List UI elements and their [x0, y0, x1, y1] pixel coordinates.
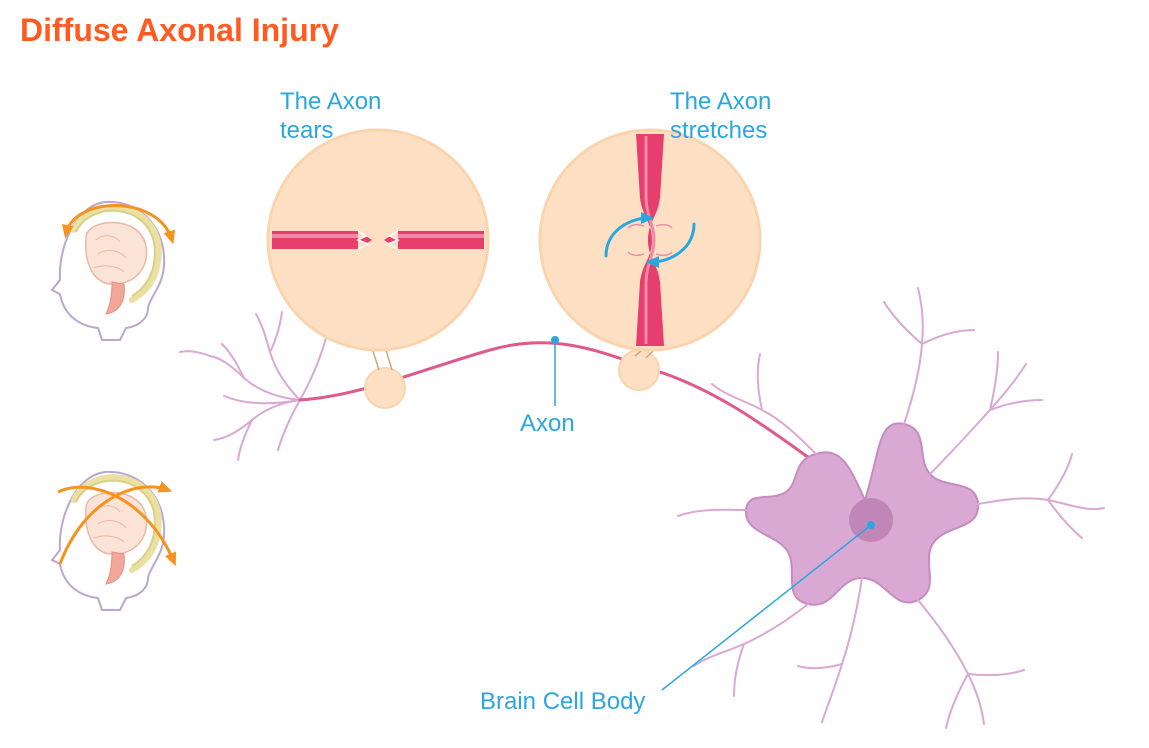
leader-axon [551, 336, 559, 406]
diagram-svg [0, 0, 1149, 748]
label-axon: Axon [520, 410, 575, 439]
head-icon-2 [52, 472, 174, 610]
label-body: Brain Cell Body [480, 688, 645, 717]
zoom-tear [268, 130, 488, 350]
head-icon-1 [52, 202, 172, 340]
leader-body [662, 521, 875, 690]
label-tears: The Axon tears [280, 88, 381, 146]
stretch-marker [619, 350, 659, 390]
zoom-stretch [540, 130, 760, 350]
label-stretch: The Axon stretches [670, 88, 771, 146]
tear-marker [365, 368, 405, 408]
diagram-canvas: Diffuse Axonal Injury [0, 0, 1149, 748]
